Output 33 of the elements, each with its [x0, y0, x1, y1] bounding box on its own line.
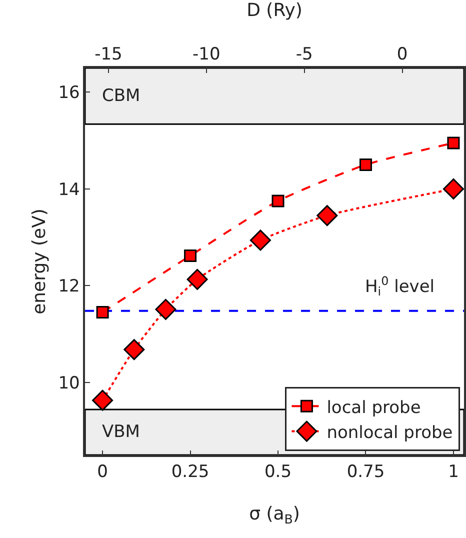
point — [96, 306, 109, 319]
x-tick-label: 0.5 — [264, 462, 292, 482]
point — [272, 194, 284, 208]
point — [442, 178, 464, 200]
legend-label: nonlocal probe — [326, 422, 453, 443]
x-tick-label: 1 — [448, 462, 459, 482]
point — [124, 339, 145, 360]
band-label: VBM — [102, 422, 140, 442]
point — [184, 249, 197, 262]
x2-tick-label: -10 — [192, 44, 220, 64]
x-axis-title: σ (a$_{B}$) — [249, 504, 300, 526]
point — [316, 205, 338, 226]
point — [359, 158, 372, 171]
point — [92, 390, 114, 411]
x-tick-label: 0 — [97, 462, 108, 482]
point — [186, 268, 208, 290]
y-axis-title: energy (eV) — [28, 208, 50, 314]
x-tick-label: 0.75 — [346, 462, 385, 482]
band-label: CBM — [102, 86, 140, 106]
point — [447, 136, 460, 150]
y-tick-label: 14 — [58, 180, 80, 200]
y-tick-label: 16 — [58, 83, 80, 104]
point — [155, 298, 176, 320]
x2-axis-title: D (Ry) — [246, 0, 302, 21]
y-tick-label: 10 — [58, 373, 80, 394]
y-tick-label: 12 — [58, 276, 80, 297]
ref-line-label: H$_{i}$$^{0}$ level — [365, 274, 435, 299]
x-tick-label: 0.25 — [171, 462, 210, 482]
x2-tick-label: 0 — [396, 44, 408, 64]
legend-label: local probe — [326, 398, 421, 418]
x2-tick-label: -5 — [296, 44, 313, 64]
point — [250, 230, 271, 251]
x2-tick-label: -15 — [94, 44, 122, 64]
